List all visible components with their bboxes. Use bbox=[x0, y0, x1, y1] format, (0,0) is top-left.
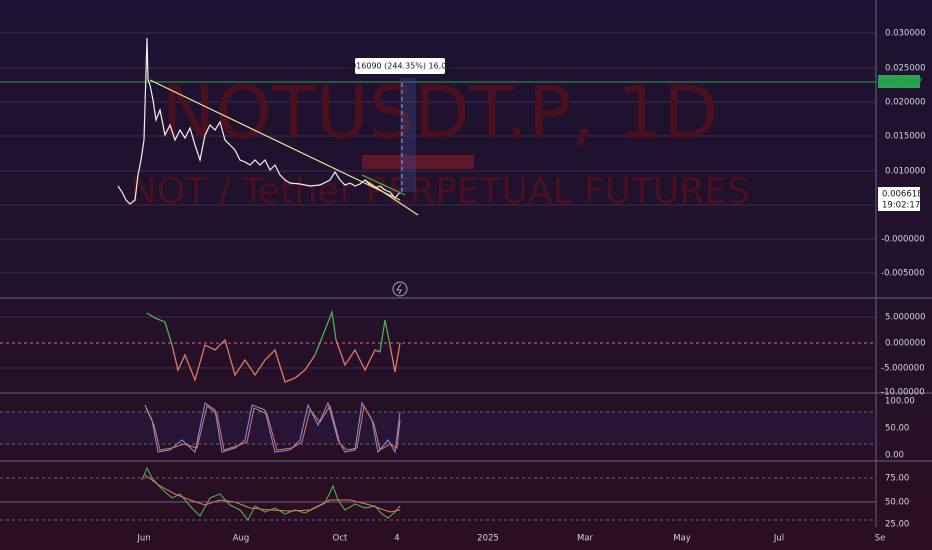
rsi-average bbox=[144, 474, 401, 513]
current-price: 0.006618 bbox=[882, 190, 923, 200]
oscillator-down-3 bbox=[389, 342, 401, 373]
axis-label: 0.015000 bbox=[885, 132, 926, 142]
target-tag-label: 0.022707 bbox=[882, 78, 923, 88]
time-label: Se bbox=[875, 534, 886, 544]
time-label: May bbox=[673, 534, 691, 544]
trend-line bbox=[149, 79, 401, 201]
channel-line bbox=[361, 174, 406, 196]
axis-label: -0.005000 bbox=[881, 269, 925, 279]
time-label: 4 bbox=[394, 534, 399, 544]
axis-label: 75.00 bbox=[885, 474, 909, 484]
oscillator-axis: 5.000000 0.000000 -5.000000 -10.00000 bbox=[881, 313, 926, 398]
axis-label: -0.000000 bbox=[881, 235, 925, 245]
watermark-description: NOT / Tether PERPETUAL FUTURES bbox=[130, 171, 750, 212]
pane-separators bbox=[0, 0, 932, 527]
stoch-d bbox=[145, 404, 401, 451]
countdown: 19:02:17 bbox=[882, 201, 920, 211]
axis-label: 0.025000 bbox=[885, 64, 926, 74]
axis-label: -5.000000 bbox=[881, 364, 925, 374]
axis-label: 0.030000 bbox=[885, 29, 926, 39]
time-label: 2025 bbox=[477, 534, 499, 544]
stoch-band bbox=[0, 412, 876, 444]
oscillator-up bbox=[146, 312, 173, 346]
time-label: Jun bbox=[136, 534, 150, 544]
current-price-tag bbox=[878, 187, 920, 211]
time-label: Mar bbox=[577, 534, 594, 544]
oscillator-up-2 bbox=[314, 309, 337, 356]
measure-box bbox=[362, 155, 474, 169]
oscillator-down bbox=[171, 338, 316, 383]
axis-label: 0.010000 bbox=[885, 167, 926, 177]
axis-label: 50.00 bbox=[885, 498, 909, 508]
measure-label-box bbox=[355, 58, 445, 74]
measure-label: 0.016090 (244.35%) 16,090 bbox=[343, 62, 456, 71]
target-tag bbox=[878, 75, 920, 88]
price-axis: 0.030000 0.025000 0.020000 0.015000 0.01… bbox=[878, 29, 926, 279]
axis-label: 25.00 bbox=[885, 520, 909, 530]
support-line bbox=[364, 179, 419, 216]
axis-label: 100.00 bbox=[885, 397, 915, 407]
axis-label: -10.00000 bbox=[881, 388, 925, 398]
time-label: Aug bbox=[233, 534, 250, 544]
axis-label: 5.000000 bbox=[885, 313, 926, 323]
price-series bbox=[117, 37, 401, 205]
time-label: Jul bbox=[773, 534, 784, 544]
stoch-axis: 100.00 50.00 0.00 bbox=[885, 397, 915, 461]
watermark-symbol: NOTUSDT.P, 1D bbox=[161, 71, 718, 155]
axis-label: 0.020000 bbox=[885, 98, 926, 108]
axis-label: 50.00 bbox=[885, 424, 909, 434]
axis-label: 0.000000 bbox=[885, 339, 926, 349]
axis-label: 0.00 bbox=[885, 451, 904, 461]
rsi-axis: 75.00 50.00 25.00 bbox=[885, 474, 909, 530]
oscillator-up-3 bbox=[379, 319, 391, 353]
replay-icon[interactable] bbox=[392, 281, 408, 297]
time-axis: Jun Aug Oct 4 2025 Mar May Jul Se bbox=[136, 534, 885, 544]
time-label: Oct bbox=[333, 534, 348, 544]
replay-bolt bbox=[396, 283, 402, 295]
oscillator-down-2 bbox=[335, 339, 381, 372]
measure-range bbox=[400, 78, 416, 192]
